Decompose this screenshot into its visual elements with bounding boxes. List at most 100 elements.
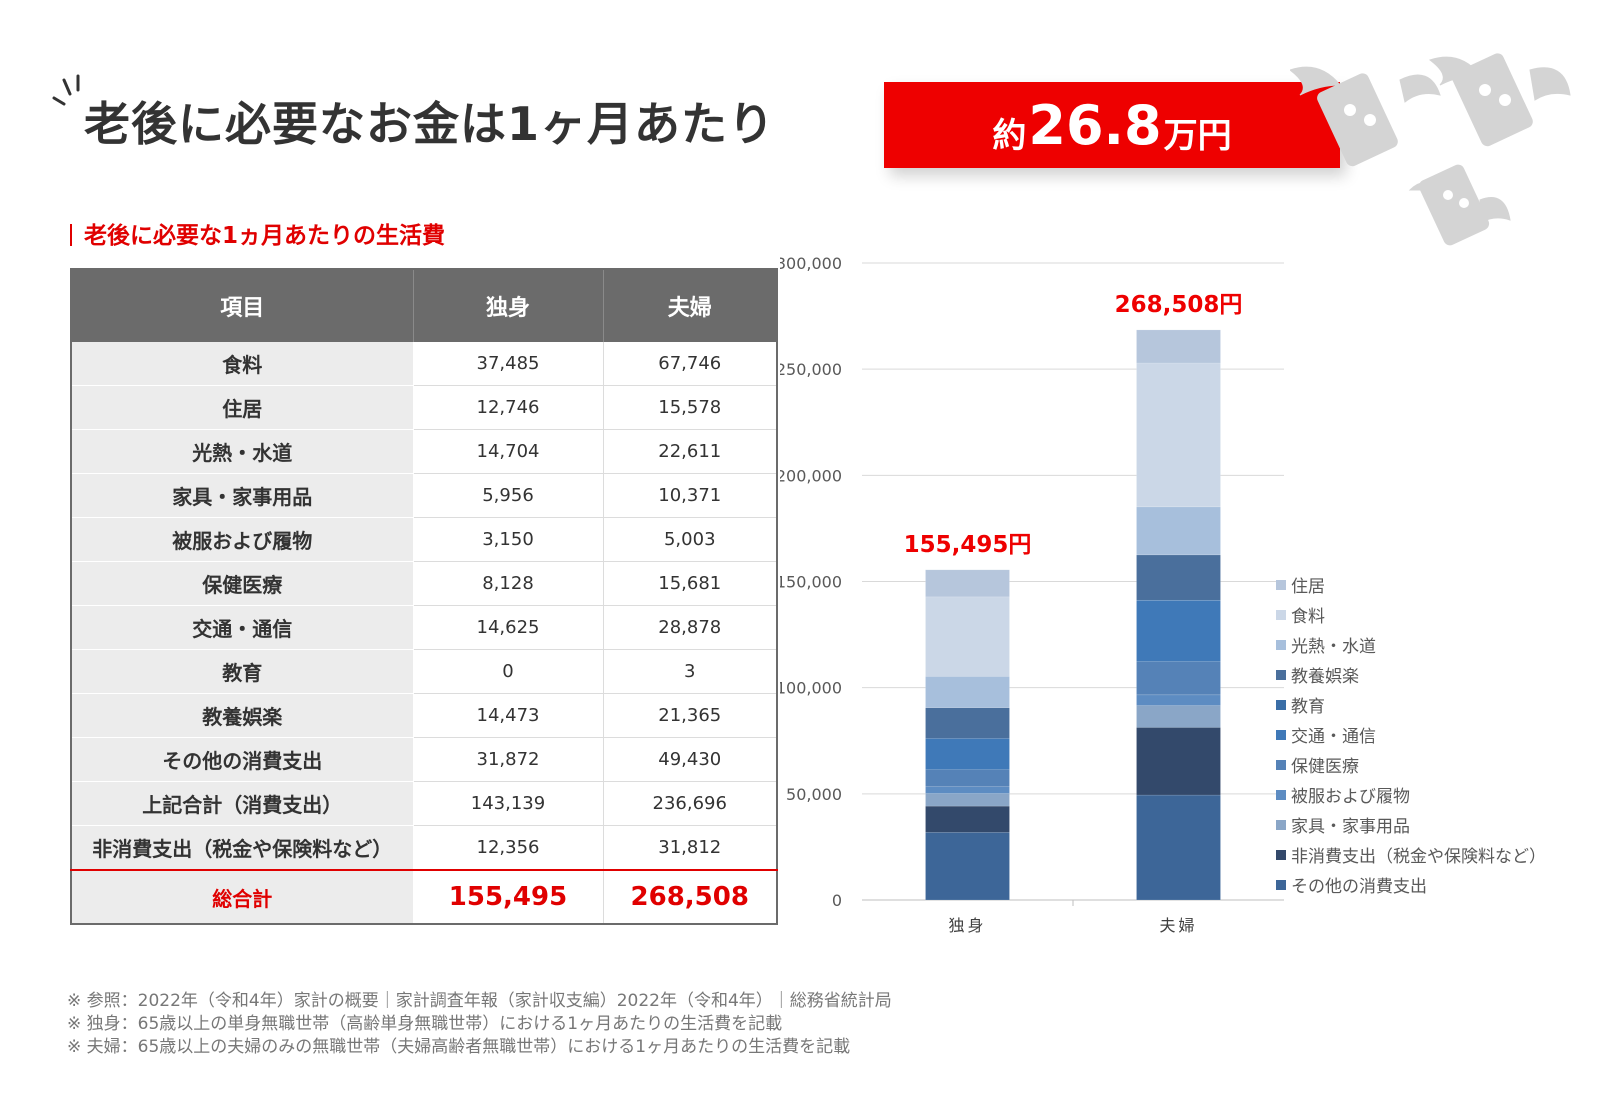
table-cell-single: 14,704 bbox=[413, 429, 604, 474]
banner-value: 26.8 bbox=[1028, 93, 1162, 157]
bar-segment bbox=[1136, 794, 1221, 901]
legend-swatch bbox=[1276, 760, 1286, 770]
table-total-item: 総合計 bbox=[71, 869, 414, 924]
table-row: 家具・家事用品 5,956 10,371 bbox=[71, 473, 777, 518]
table-cell-single: 0 bbox=[413, 649, 604, 694]
table-cell-item: その他の消費支出 bbox=[71, 737, 414, 782]
table-cell-couple: 15,578 bbox=[603, 385, 777, 430]
section-title: 老後に必要な1ヵ月あたりの生活費 bbox=[70, 216, 445, 250]
bar-segment bbox=[925, 707, 1010, 739]
table-cell-couple: 22,611 bbox=[603, 429, 777, 474]
table-cell-couple: 3 bbox=[603, 649, 777, 694]
legend-swatch bbox=[1276, 790, 1286, 800]
bar-segment bbox=[1136, 705, 1221, 728]
table-row: 非消費支出（税金や保険料など） 12,356 31,812 bbox=[71, 825, 777, 871]
table-cell-single: 143,139 bbox=[413, 781, 604, 826]
table-cell-item: 教育 bbox=[71, 649, 414, 694]
table-row: その他の消費支出 31,872 49,430 bbox=[71, 737, 777, 782]
footnotes: ※ 参照：2022年（令和4年）家計の概要｜家計調査年報（家計収支編）2022年… bbox=[67, 990, 892, 1059]
bar-segment bbox=[925, 769, 1010, 788]
table-header-single: 独身 bbox=[413, 269, 604, 342]
table-cell-couple: 28,878 bbox=[603, 605, 777, 650]
bar-segment bbox=[1136, 661, 1221, 696]
table-cell-item: 交通・通信 bbox=[71, 605, 414, 650]
bar-segment bbox=[925, 569, 1010, 598]
table-total-row: 総合計 155,495 268,508 bbox=[71, 869, 777, 924]
table-cell-item: 食料 bbox=[71, 342, 414, 386]
table-row: 保健医療 8,128 15,681 bbox=[71, 561, 777, 606]
y-tick-label: 0 bbox=[832, 891, 842, 910]
bar-segment bbox=[925, 676, 1010, 708]
legend-swatch bbox=[1276, 640, 1286, 650]
table-cell-item: 光熱・水道 bbox=[71, 429, 414, 474]
table-row: 上記合計（消費支出） 143,139 236,696 bbox=[71, 781, 777, 826]
bar-segment bbox=[1136, 362, 1221, 508]
table-cell-single: 12,356 bbox=[413, 825, 604, 871]
table-cell-single: 14,625 bbox=[413, 605, 604, 650]
legend-swatch bbox=[1276, 730, 1286, 740]
table-header-row: 項目 独身 夫婦 bbox=[71, 269, 777, 342]
banner-prefix: 約 bbox=[992, 115, 1027, 156]
x-tick-label: 夫婦 bbox=[1159, 916, 1197, 935]
bar-segment bbox=[1136, 554, 1221, 601]
table-cell-item: 上記合計（消費支出） bbox=[71, 781, 414, 826]
table-row: 教養娯楽 14,473 21,365 bbox=[71, 693, 777, 738]
legend-swatch bbox=[1276, 610, 1286, 620]
table-cell-couple: 236,696 bbox=[603, 781, 777, 826]
bar-segment bbox=[1136, 694, 1221, 706]
table-cell-single: 3,150 bbox=[413, 517, 604, 562]
x-tick-label: 独身 bbox=[948, 916, 986, 935]
bar-segment bbox=[1136, 506, 1221, 556]
table-cell-single: 14,473 bbox=[413, 693, 604, 738]
table-cell-couple: 49,430 bbox=[603, 737, 777, 782]
table-total-couple: 268,508 bbox=[603, 869, 777, 924]
legend-label: その他の消費支出 bbox=[1291, 877, 1427, 897]
emphasis-lines-icon bbox=[52, 74, 80, 106]
bar-total-label: 268,508円 bbox=[1115, 292, 1243, 318]
table-cell-couple: 10,371 bbox=[603, 473, 777, 518]
stacked-bar-chart: 0 50,000 100,000 150,000 200,000 250,000 300,0… bbox=[780, 255, 1546, 935]
bar-segment bbox=[925, 738, 1010, 770]
bar-segment bbox=[925, 596, 1010, 677]
legend-label: 交通・通信 bbox=[1291, 727, 1376, 747]
bar-segment bbox=[1136, 599, 1221, 662]
legend-label: 非消費支出（税金や保険料など） bbox=[1291, 847, 1546, 867]
legend-swatch bbox=[1276, 820, 1286, 830]
table-row: 教育 0 3 bbox=[71, 649, 777, 694]
table-row: 交通・通信 14,625 28,878 bbox=[71, 605, 777, 650]
table-cell-item: 住居 bbox=[71, 385, 414, 430]
legend-swatch bbox=[1276, 580, 1286, 590]
bar-segment bbox=[925, 786, 1010, 794]
bar-total-label: 155,495円 bbox=[904, 532, 1032, 558]
table-cell-item: 家具・家事用品 bbox=[71, 473, 414, 518]
table-header-item: 項目 bbox=[71, 269, 414, 342]
legend-swatch bbox=[1276, 880, 1286, 890]
footnote-source: ※ 参照：2022年（令和4年）家計の概要｜家計調査年報（家計収支編）2022年… bbox=[67, 991, 892, 1011]
page-title: 老後に必要なお金は1ヶ月あたり bbox=[84, 97, 776, 151]
bar-segment bbox=[1136, 329, 1221, 364]
section-title-text: 老後に必要な1ヵ月あたりの生活費 bbox=[84, 223, 446, 249]
y-tick-label: 200,000 bbox=[780, 466, 842, 485]
legend-label: 被服および履物 bbox=[1291, 787, 1410, 807]
legend-swatch bbox=[1276, 670, 1286, 680]
table-row: 食料 37,485 67,746 bbox=[71, 342, 777, 386]
legend-label: 光熱・水道 bbox=[1291, 637, 1376, 657]
table-row: 光熱・水道 14,704 22,611 bbox=[71, 429, 777, 474]
table-cell-couple: 15,681 bbox=[603, 561, 777, 606]
legend-label: 保健医療 bbox=[1291, 757, 1359, 777]
section-title-bar bbox=[70, 224, 72, 246]
bar-segment bbox=[925, 832, 1010, 901]
table-cell-item: 非消費支出（税金や保険料など） bbox=[71, 825, 414, 871]
y-tick-label: 250,000 bbox=[780, 360, 842, 379]
legend-label: 家具・家事用品 bbox=[1291, 817, 1410, 837]
table-cell-couple: 5,003 bbox=[603, 517, 777, 562]
table-cell-item: 被服および履物 bbox=[71, 517, 414, 562]
bar-segment bbox=[925, 805, 1010, 833]
legend-label: 食料 bbox=[1291, 607, 1325, 627]
banner-suffix: 万円 bbox=[1163, 115, 1232, 156]
table-header-couple: 夫婦 bbox=[603, 269, 777, 342]
cost-table: 項目 独身 夫婦 食料 37,485 67,746 住居 12,746 15,578 光… bbox=[70, 268, 778, 925]
table-cell-couple: 67,746 bbox=[603, 342, 777, 386]
bar-segment bbox=[1136, 727, 1221, 796]
legend-label: 教養娯楽 bbox=[1291, 667, 1359, 687]
